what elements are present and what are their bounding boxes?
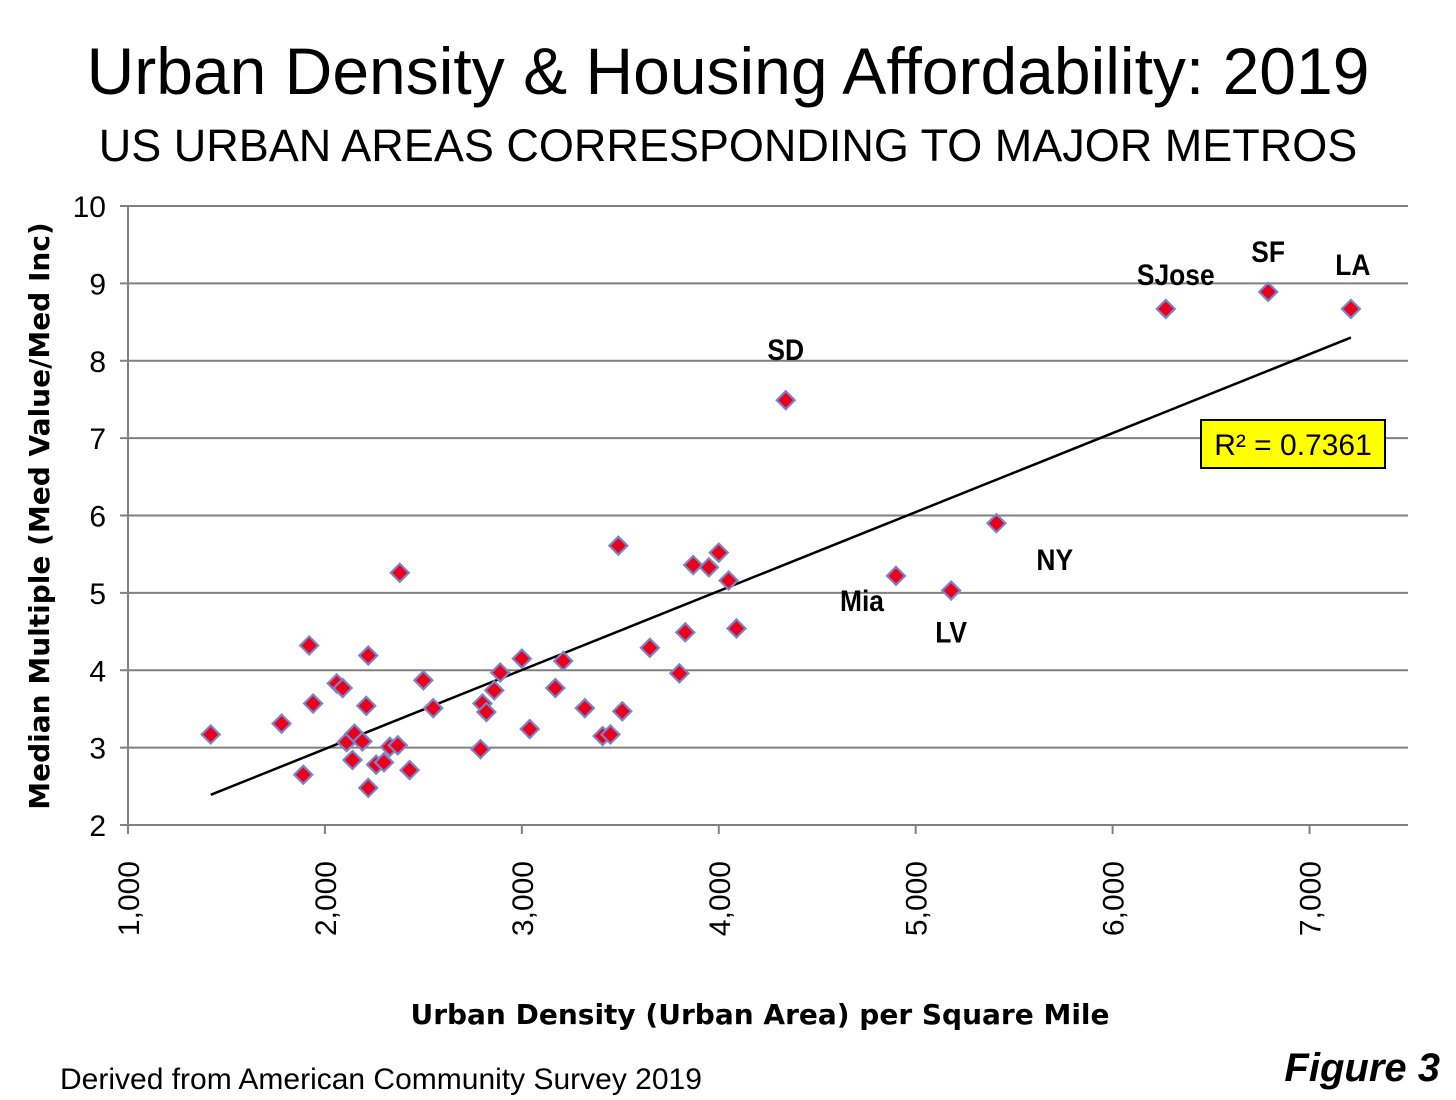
data-points <box>200 281 1362 799</box>
data-point <box>552 650 574 672</box>
axes <box>120 205 1408 834</box>
x-tick-label: 6,000 <box>1098 861 1131 936</box>
r-squared-text: R² = 0.7361 <box>1214 429 1372 462</box>
point-label-sd: SD <box>767 333 804 367</box>
data-point <box>698 556 720 578</box>
x-axis-title: Urban Density (Urban Area) per Square Mi… <box>410 998 1109 1031</box>
data-point <box>725 617 748 640</box>
y-tick-label: 10 <box>73 191 106 224</box>
x-tick-label: 3,000 <box>507 861 540 936</box>
data-point <box>668 662 690 684</box>
data-point <box>599 723 622 746</box>
data-point <box>341 749 364 771</box>
data-point <box>682 554 704 576</box>
y-tick-labels: 2 3 4 5 6 7 8 9 10 <box>73 191 106 843</box>
x-tick-label: 4,000 <box>704 861 737 936</box>
data-point <box>357 777 379 799</box>
y-tick-label: 8 <box>89 346 106 379</box>
trendline <box>210 336 1352 796</box>
data-point <box>985 512 1007 534</box>
data-point <box>422 697 444 719</box>
point-label-ny: NY <box>1036 543 1073 577</box>
data-point <box>351 730 373 752</box>
data-point <box>519 718 541 740</box>
data-point <box>292 764 314 786</box>
point-label-lv: LV <box>935 615 967 649</box>
data-point <box>489 662 511 684</box>
y-tick-label: 2 <box>89 810 106 843</box>
x-tick-label: 7,000 <box>1295 861 1328 936</box>
point-label-sjose: SJose <box>1137 257 1215 291</box>
x-tick-labels: 1,000 2,000 3,000 4,000 5,000 6,000 7,000 <box>113 861 1328 936</box>
data-point <box>373 751 395 773</box>
data-point <box>607 535 629 557</box>
data-point <box>708 542 730 564</box>
data-point <box>483 679 505 701</box>
trendline-line <box>210 336 1352 796</box>
data-point <box>200 723 222 746</box>
data-point <box>639 637 661 659</box>
y-tick-label: 5 <box>89 578 106 611</box>
y-tick-label: 3 <box>89 733 106 766</box>
r-squared-annotation: R² = 0.7361 <box>1200 419 1386 469</box>
point-labels: SD Mia LV NY SJose SF LA <box>767 234 1370 649</box>
data-point <box>718 569 740 592</box>
data-point <box>332 677 354 699</box>
y-axis-title: Median Multiple (Med Value/Med Inc) <box>23 222 56 809</box>
data-point <box>1257 281 1279 303</box>
data-point <box>885 565 907 587</box>
data-point <box>271 713 293 735</box>
data-point <box>387 734 409 756</box>
y-tick-label: 9 <box>89 268 106 301</box>
data-point <box>399 759 421 781</box>
chart-subtitle: US URBAN AREAS CORRESPONDING TO MAJOR ME… <box>98 120 1358 171</box>
y-tick-label: 7 <box>89 423 106 456</box>
data-point <box>475 701 497 723</box>
data-point <box>574 697 596 719</box>
data-point <box>1340 298 1362 320</box>
data-point <box>544 677 566 699</box>
chart-title: Urban Density & Housing Affordability: 2… <box>86 34 1370 108</box>
data-point <box>469 738 492 760</box>
y-tick-label: 4 <box>89 655 106 688</box>
data-point <box>1155 298 1177 320</box>
data-point <box>511 648 533 670</box>
x-tick-label: 5,000 <box>901 861 934 936</box>
r-squared-box <box>1200 419 1386 469</box>
point-label-la: LA <box>1335 247 1370 281</box>
grid-lines <box>128 205 1408 826</box>
point-label-sf: SF <box>1251 234 1285 268</box>
x-tick-label: 1,000 <box>113 861 146 936</box>
figure-label: Figure 3 <box>1284 1046 1440 1090</box>
data-point <box>775 389 797 411</box>
data-point <box>940 579 962 602</box>
data-point <box>302 692 324 715</box>
x-tick-label: 2,000 <box>310 861 343 936</box>
data-point <box>674 621 696 643</box>
data-point <box>412 669 434 691</box>
source-note: Derived from American Community Survey 2… <box>60 1063 702 1096</box>
data-point <box>389 562 411 584</box>
data-point <box>357 644 379 667</box>
point-label-mia: Mia <box>840 583 884 617</box>
data-point <box>298 634 320 657</box>
data-point <box>611 700 633 722</box>
data-point <box>355 695 377 717</box>
y-tick-label: 6 <box>89 501 106 534</box>
